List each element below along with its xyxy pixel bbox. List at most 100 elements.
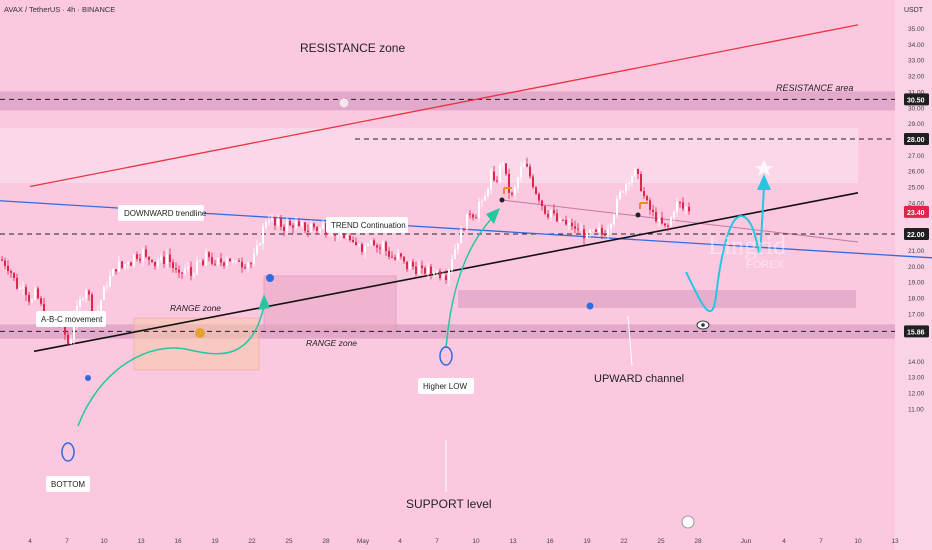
candle-body [556,213,558,222]
price-axis[interactable]: 35.00 34.00 33.00 32.00 31.00 30.00 29.00 27.00… [904,26,929,413]
candle-body [484,196,486,201]
candle-body [187,267,189,269]
candle-body [472,214,474,218]
y-tick-label: 32.00 [908,74,925,81]
candle-body [469,213,471,215]
future-arrow-head [757,174,771,190]
x-tick-label: 10 [854,538,862,545]
candle-body [358,244,360,246]
annotation-layer: RESISTANCE zone RESISTANCE area DOWNWARD… [36,41,853,511]
candle-body [385,242,387,251]
y-tick-label: 26.00 [908,169,925,176]
channel-pointer [627,315,633,367]
y-tick-label: 27.00 [908,153,925,160]
candle-body [565,219,567,225]
candle-body [190,267,192,276]
candle-body [589,229,591,234]
x-tick-label: 25 [285,538,293,545]
candle-body [442,275,444,279]
candle-body [244,267,246,269]
candle-body [487,188,489,197]
candle-body [25,287,27,295]
candle-body [511,192,513,195]
candle-body [415,266,417,274]
candle-body [70,339,72,344]
candle-body [274,217,276,226]
candle-body [574,226,576,229]
time-axis[interactable]: 4 7 10 13 16 19 22 25 28 May 4 7 10 13 16 19 22 25 28 Jun 4 7… [28,538,899,545]
candle-body [166,254,168,264]
candle-body [640,174,642,192]
candle-body [88,290,90,295]
snail-icon [195,328,205,338]
candle-body [658,217,660,222]
candle-body [685,206,687,209]
candle-body [118,261,120,272]
candle-body [43,303,45,318]
bottom-label: BOTTOM [51,480,85,489]
candle-body [67,334,69,344]
candle-body [331,233,333,235]
candle-body [301,222,303,227]
range-zone-label-1: RANGE zone [170,303,221,313]
candle-body [436,271,438,273]
candle-body [133,254,135,266]
trendline-1 [29,24,859,188]
candle-body [535,187,537,194]
x-tick-label: 19 [583,538,591,545]
candle-body [322,223,324,229]
trend-projection-curve [445,213,497,349]
target-star-icon [755,160,773,176]
candle-body [625,184,627,192]
candle-body [427,266,429,274]
candle-body [295,221,297,228]
candle-body [130,262,132,266]
candle-body [382,242,384,249]
candle-body [163,256,165,264]
candle-body [334,233,336,236]
x-tick-label: 10 [472,538,480,545]
candle-body [403,256,405,262]
candle-body [220,258,222,263]
candle-body [622,191,624,193]
candle-body [151,259,153,262]
candle-body [460,229,462,244]
range-zone-label-2: RANGE zone [306,338,357,348]
candle-body [328,234,330,236]
candle-body [424,268,426,274]
y-tick-label: 20.00 [908,264,925,271]
candle-body [73,323,75,340]
candle-body [631,175,633,183]
candle-body [298,221,300,227]
x-tick-label: 4 [28,538,32,545]
y-tick-label: 33.00 [908,58,925,65]
candle-body [607,228,609,236]
candle-body [538,193,540,201]
candle-body [160,256,162,260]
candle-body [445,275,447,280]
x-tick-label: 13 [891,538,899,545]
candle-body [397,253,399,260]
candle-body [421,265,423,269]
candle-body [280,218,282,227]
candle-body [343,231,345,239]
level-badge-label: 30.50 [907,97,925,104]
level-badge-label: 28.00 [907,137,925,144]
candle-body [634,168,636,176]
downward-trendline-label: DOWNWARD trendline [124,209,207,218]
candle-body [337,235,339,237]
candle-body [313,223,315,228]
candle-body [199,260,201,262]
candle-body [682,202,684,209]
candle-body [250,263,252,265]
candle-body [679,202,681,204]
candle-body [196,260,198,275]
candle-body [553,210,555,214]
candle-body [19,288,21,290]
candle-body [664,223,666,226]
candle-body [142,249,144,261]
candle-body [388,250,390,257]
y-tick-label: 14.00 [908,359,925,366]
